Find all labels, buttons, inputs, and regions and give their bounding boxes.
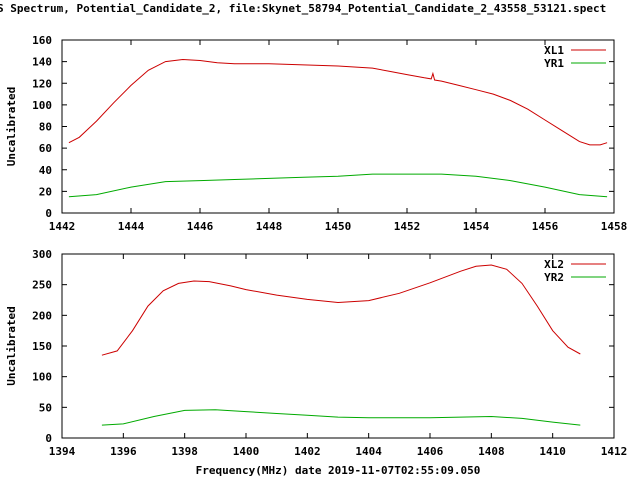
x-tick-label: 1396 <box>110 445 137 458</box>
legend-label-xl1: XL1 <box>544 44 564 57</box>
x-tick-label: 1410 <box>539 445 566 458</box>
x-tick-label: 1406 <box>417 445 444 458</box>
x-tick-label: 1458 <box>601 220 628 233</box>
legend-label-yr1: YR1 <box>544 57 564 70</box>
y-tick-label: 60 <box>39 142 52 155</box>
x-tick-label: 1452 <box>394 220 421 233</box>
y-tick-label: 50 <box>39 401 52 414</box>
x-tick-label: 1446 <box>187 220 214 233</box>
y-tick-label: 80 <box>39 121 52 134</box>
y-tick-label: 150 <box>32 340 52 353</box>
x-tick-label: 1398 <box>171 445 198 458</box>
series-line-xl1 <box>68 58 608 146</box>
y-tick-label: 20 <box>39 185 52 198</box>
x-tick-label: 1444 <box>118 220 145 233</box>
y-tick-label: 0 <box>45 432 52 445</box>
bottom-spectrum-panel: 1394 1396 1398 1400 1402 1404 1406 1408 1410 1412… <box>5 248 627 458</box>
x-tick-label: 1400 <box>233 445 260 458</box>
y-tick-label: 100 <box>32 371 52 384</box>
top-spectrum-panel: 1442 1444 1446 1448 1450 1452 1454 1456 1458 0 20 4… <box>5 34 627 233</box>
y-tick-label: 200 <box>32 309 52 322</box>
y-tick-label: 250 <box>32 279 52 292</box>
x-tick-label: 1456 <box>532 220 559 233</box>
x-tick-label: 1408 <box>478 445 505 458</box>
y-axis-label: Uncalibrated <box>5 306 18 385</box>
x-tick-label: 1404 <box>355 445 382 458</box>
y-tick-label: 120 <box>32 77 52 90</box>
plot-frame <box>61 253 615 439</box>
x-tick-label: 1402 <box>294 445 321 458</box>
series-line-yr2 <box>101 409 581 426</box>
y-tick-label: 140 <box>32 56 52 69</box>
series-line-yr1 <box>68 173 608 198</box>
x-tick-label: 1412 <box>601 445 628 458</box>
legend-label-yr2: YR2 <box>544 271 564 284</box>
figure-title: S Spectrum, Potential_Candidate_2, file:… <box>0 2 606 15</box>
x-tick-label: 1454 <box>463 220 490 233</box>
y-tick-label: 300 <box>32 248 52 261</box>
y-axis-label: Uncalibrated <box>5 87 18 166</box>
x-tick-label: 1394 <box>49 445 76 458</box>
series-line-xl2 <box>101 264 581 356</box>
x-tick-label: 1442 <box>49 220 76 233</box>
x-tick-label: 1450 <box>325 220 352 233</box>
y-tick-label: 160 <box>32 34 52 47</box>
x-tick-label: 1448 <box>256 220 283 233</box>
legend-label-xl2: XL2 <box>544 258 564 271</box>
y-tick-label: 0 <box>45 207 52 220</box>
y-tick-label: 100 <box>32 99 52 112</box>
x-axis-footer-label: Frequency(MHz) date 2019-11-07T02:55:09.… <box>196 464 481 477</box>
y-tick-label: 40 <box>39 164 52 177</box>
